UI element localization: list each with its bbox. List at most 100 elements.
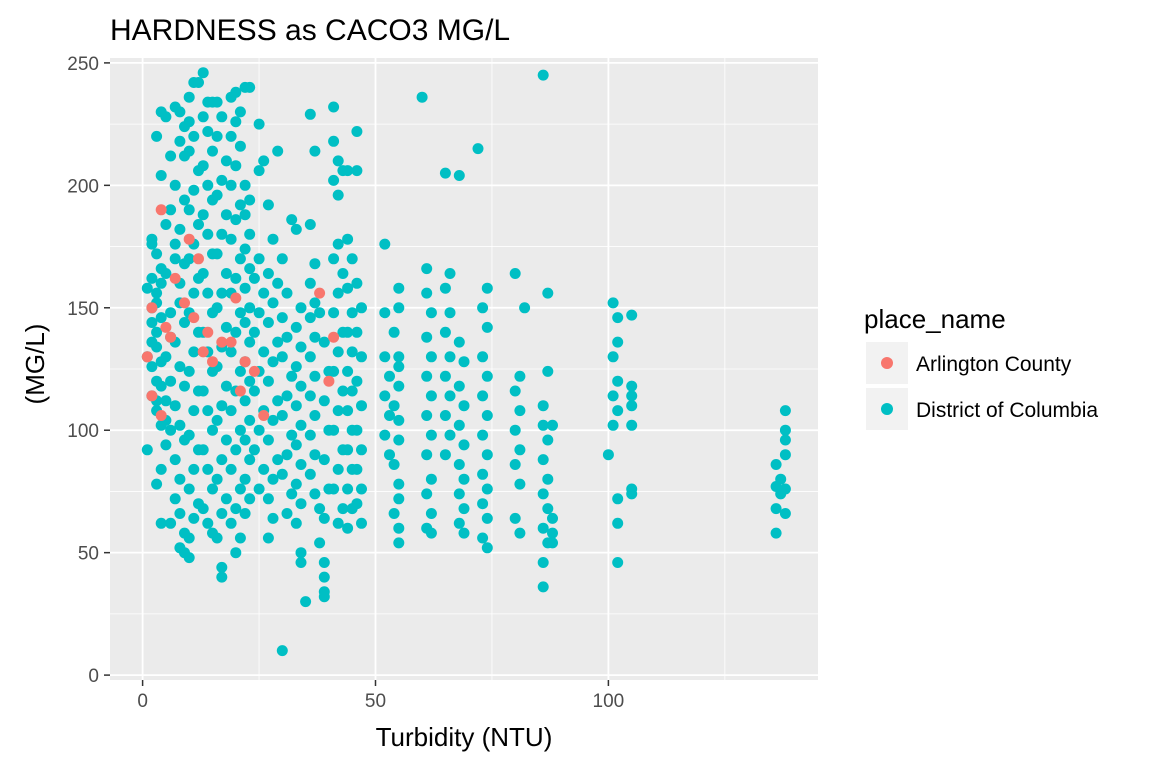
data-point-arlington-county	[165, 331, 177, 343]
data-point-district-of-columbia	[612, 312, 624, 324]
data-point-district-of-columbia	[188, 405, 200, 417]
data-point-district-of-columbia	[230, 86, 242, 98]
data-point-district-of-columbia	[388, 400, 400, 412]
data-point-district-of-columbia	[342, 405, 354, 417]
data-point-district-of-columbia	[276, 312, 288, 324]
data-point-district-of-columbia	[216, 571, 228, 583]
data-point-district-of-columbia	[547, 537, 558, 549]
data-point-district-of-columbia	[276, 351, 288, 363]
data-point-district-of-columbia	[295, 459, 307, 470]
data-point-district-of-columbia	[151, 326, 163, 338]
data-point-district-of-columbia	[276, 253, 288, 265]
data-point-district-of-columbia	[165, 204, 177, 216]
data-point-district-of-columbia	[169, 454, 181, 466]
data-point-district-of-columbia	[230, 214, 242, 226]
data-point-district-of-columbia	[239, 209, 251, 221]
data-point-arlington-county	[207, 356, 218, 368]
y-tick-label: 250	[67, 54, 99, 75]
data-point-arlington-county	[225, 336, 237, 348]
data-point-district-of-columbia	[602, 449, 614, 461]
data-point-district-of-columbia	[267, 414, 279, 426]
data-point-district-of-columbia	[393, 361, 405, 373]
data-point-district-of-columbia	[216, 228, 228, 240]
data-point-district-of-columbia	[342, 165, 354, 177]
data-point-district-of-columbia	[337, 503, 349, 515]
data-point-district-of-columbia	[146, 317, 158, 328]
data-point-district-of-columbia	[444, 390, 456, 402]
data-point-district-of-columbia	[174, 419, 186, 431]
data-point-district-of-columbia	[425, 527, 437, 539]
data-point-district-of-columbia	[542, 365, 554, 377]
data-point-district-of-columbia	[356, 444, 367, 456]
data-point-district-of-columbia	[225, 130, 237, 142]
data-point-district-of-columbia	[276, 645, 288, 657]
data-point-district-of-columbia	[328, 253, 340, 265]
data-point-district-of-columbia	[234, 199, 246, 211]
data-point-district-of-columbia	[779, 424, 791, 436]
data-point-district-of-columbia	[779, 449, 791, 461]
data-point-district-of-columbia	[290, 321, 302, 333]
data-point-district-of-columbia	[239, 395, 251, 407]
data-point-district-of-columbia	[346, 385, 358, 397]
data-point-district-of-columbia	[351, 326, 363, 338]
y-tick-label: 200	[67, 176, 99, 197]
data-point-district-of-columbia	[542, 473, 554, 485]
data-point-district-of-columbia	[253, 253, 265, 265]
data-point-district-of-columbia	[225, 233, 237, 245]
data-point-district-of-columbia	[244, 302, 256, 314]
data-point-district-of-columbia	[183, 204, 195, 216]
data-point-district-of-columbia	[211, 189, 223, 201]
data-point-district-of-columbia	[160, 351, 172, 363]
data-point-district-of-columbia	[295, 498, 307, 510]
data-point-district-of-columbia	[453, 459, 465, 470]
data-point-district-of-columbia	[351, 277, 363, 289]
data-point-district-of-columbia	[509, 268, 521, 279]
data-point-district-of-columbia	[169, 253, 181, 265]
data-point-district-of-columbia	[607, 419, 619, 431]
data-point-district-of-columbia	[626, 309, 638, 321]
data-point-district-of-columbia	[351, 375, 363, 387]
data-point-arlington-county	[328, 331, 340, 343]
data-point-arlington-county	[248, 365, 260, 377]
data-point-district-of-columbia	[225, 517, 237, 529]
data-point-district-of-columbia	[328, 135, 340, 147]
data-point-district-of-columbia	[458, 527, 470, 539]
data-point-district-of-columbia	[295, 547, 307, 559]
data-point-district-of-columbia	[346, 346, 358, 358]
data-point-district-of-columbia	[239, 179, 251, 191]
legend-marker-district-of-columbia	[881, 403, 893, 415]
data-point-arlington-county	[239, 356, 251, 368]
data-point-district-of-columbia	[770, 527, 782, 539]
data-point-district-of-columbia	[230, 444, 242, 456]
data-point-district-of-columbia	[239, 243, 251, 255]
data-point-district-of-columbia	[309, 410, 321, 421]
data-point-district-of-columbia	[248, 272, 260, 284]
data-point-district-of-columbia	[230, 503, 242, 515]
data-point-district-of-columbia	[304, 351, 316, 363]
data-point-arlington-county	[193, 253, 204, 265]
data-point-district-of-columbia	[141, 282, 153, 294]
data-point-district-of-columbia	[216, 174, 228, 186]
y-tick-label: 100	[67, 421, 99, 442]
data-point-district-of-columbia	[514, 444, 526, 456]
data-point-district-of-columbia	[244, 414, 256, 426]
data-point-district-of-columbia	[183, 483, 195, 495]
data-point-district-of-columbia	[332, 517, 344, 529]
data-point-district-of-columbia	[295, 419, 307, 431]
data-point-district-of-columbia	[211, 248, 223, 260]
data-point-district-of-columbia	[309, 145, 321, 157]
data-point-district-of-columbia	[272, 277, 284, 289]
data-point-district-of-columbia	[239, 473, 251, 485]
data-point-district-of-columbia	[258, 155, 270, 167]
data-point-arlington-county	[234, 385, 246, 397]
data-point-district-of-columbia	[393, 434, 405, 446]
data-point-district-of-columbia	[444, 307, 456, 319]
data-point-district-of-columbia	[174, 106, 186, 118]
data-point-district-of-columbia	[351, 498, 363, 510]
data-point-district-of-columbia	[393, 478, 405, 490]
data-point-district-of-columbia	[439, 370, 451, 382]
data-point-district-of-columbia	[281, 390, 293, 402]
data-point-district-of-columbia	[393, 493, 405, 505]
data-point-district-of-columbia	[626, 419, 638, 431]
